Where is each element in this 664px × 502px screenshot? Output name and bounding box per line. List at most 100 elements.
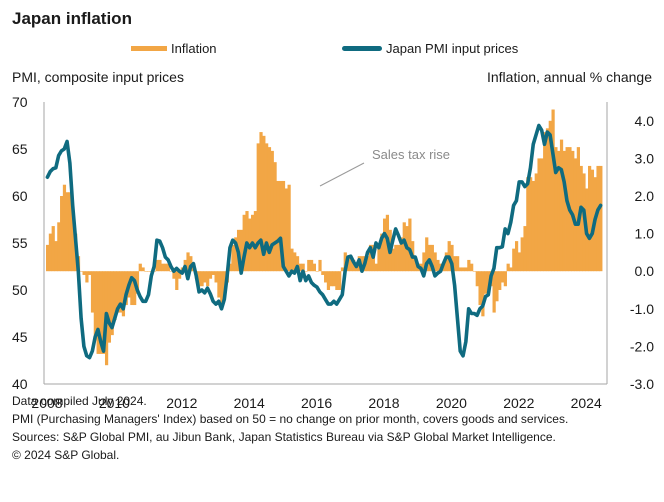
inflation-bar (478, 271, 482, 306)
inflation-bar (57, 222, 61, 272)
legend-label: Japan PMI input prices (386, 41, 519, 56)
inflation-bar (391, 248, 395, 272)
right-tick-label: 3.0 (635, 150, 655, 166)
inflation-bar (377, 248, 381, 272)
inflation-bar (133, 271, 137, 306)
inflation-bar (220, 271, 224, 306)
inflation-bar (242, 214, 246, 272)
inflation-bar (349, 256, 353, 272)
inflation-bar (484, 271, 488, 294)
inflation-bar (453, 256, 457, 272)
inflation-bar (470, 263, 474, 272)
inflation-bar (573, 158, 578, 272)
inflation-bar (265, 143, 269, 272)
right-axis-title: Inflation, annual % change (486, 69, 652, 85)
chart-title: Japan inflation (12, 9, 132, 28)
inflation-bar (259, 132, 263, 272)
inflation-bar (506, 263, 510, 272)
inflation-bar (430, 244, 434, 272)
inflation-bar (422, 252, 426, 272)
inflation-bar (163, 263, 168, 272)
inflation-bar (295, 256, 300, 272)
inflation-bar (281, 180, 286, 272)
inflation-bar (557, 150, 561, 272)
inflation-bar (99, 271, 103, 354)
inflation-bar (458, 267, 463, 272)
pmi-line-series (45, 123, 603, 360)
inflation-bar (110, 271, 114, 336)
inflation-bar (495, 271, 499, 302)
inflation-bar (408, 218, 412, 272)
inflation-bar (85, 271, 89, 283)
inflation-bar (399, 237, 404, 272)
inflation-bar (486, 271, 491, 290)
footer-copyright: © 2024 S&P Global. (12, 448, 120, 462)
inflation-bar (189, 256, 193, 272)
inflation-bar (545, 128, 550, 272)
inflation-bar (301, 263, 305, 272)
inflation-bar (492, 271, 496, 313)
inflation-bar (147, 271, 151, 272)
inflation-bar (90, 271, 95, 313)
inflation-bar (475, 271, 479, 287)
inflation-bar (253, 211, 258, 272)
inflation-bar (65, 192, 69, 272)
left-tick-label: 50 (12, 282, 28, 298)
inflation-bar (276, 180, 280, 272)
inflation-bar (596, 165, 600, 272)
inflation-bar (298, 263, 302, 272)
x-tick-label: 2014 (234, 395, 265, 411)
inflation-bar (312, 263, 316, 272)
inflation-bar (68, 192, 72, 272)
inflation-bar (96, 271, 100, 354)
inflation-bar (503, 271, 507, 287)
inflation-bar (514, 241, 519, 272)
inflation-bar (107, 271, 111, 343)
inflation-bar (287, 184, 291, 272)
inflation-bar (273, 162, 277, 272)
inflation-bar (214, 271, 218, 283)
inflation-bar (203, 271, 207, 283)
inflation-bar (161, 263, 165, 272)
left-tick-label: 45 (12, 329, 28, 345)
inflation-bar (62, 184, 67, 272)
inflation-bar (121, 271, 126, 317)
left-tick-label: 60 (12, 188, 28, 204)
inflation-bars (46, 109, 603, 366)
inflation-bar (267, 147, 272, 272)
inflation-bar (51, 226, 55, 272)
inflation-bar (517, 252, 522, 272)
inflation-bar (206, 271, 210, 287)
inflation-bar (543, 132, 547, 272)
inflation-bar (172, 271, 176, 279)
inflation-bar (565, 147, 569, 272)
legend-item-pmi: Japan PMI input prices (342, 41, 518, 56)
inflation-bar (208, 271, 213, 279)
inflation-bar (304, 271, 308, 272)
inflation-bar (340, 267, 345, 272)
inflation-bar (498, 271, 502, 290)
right-tick-label: -3.0 (630, 376, 654, 392)
inflation-bar (383, 218, 387, 272)
legend-swatch-bar-icon (131, 46, 167, 51)
inflation-bar (186, 252, 190, 272)
inflation-bar (315, 271, 319, 272)
inflation-bar (326, 271, 331, 290)
inflation-bar (397, 244, 401, 272)
left-tick-label: 65 (12, 141, 28, 157)
inflation-bar (279, 180, 283, 272)
inflation-bar (290, 248, 294, 272)
left-tick-label: 40 (12, 376, 28, 392)
inflation-bar (380, 233, 384, 272)
inflation-bar (332, 271, 336, 287)
inflation-bar (102, 271, 106, 354)
inflation-bar (119, 271, 123, 313)
inflation-bar (309, 259, 314, 272)
inflation-bar (169, 271, 173, 272)
footer-compiled: Data compiled July 2024. (12, 394, 147, 408)
inflation-bar (197, 271, 201, 287)
inflation-bar (425, 237, 429, 272)
inflation-bar (509, 267, 513, 272)
inflation-bar (48, 233, 53, 272)
inflation-bar (158, 259, 162, 272)
